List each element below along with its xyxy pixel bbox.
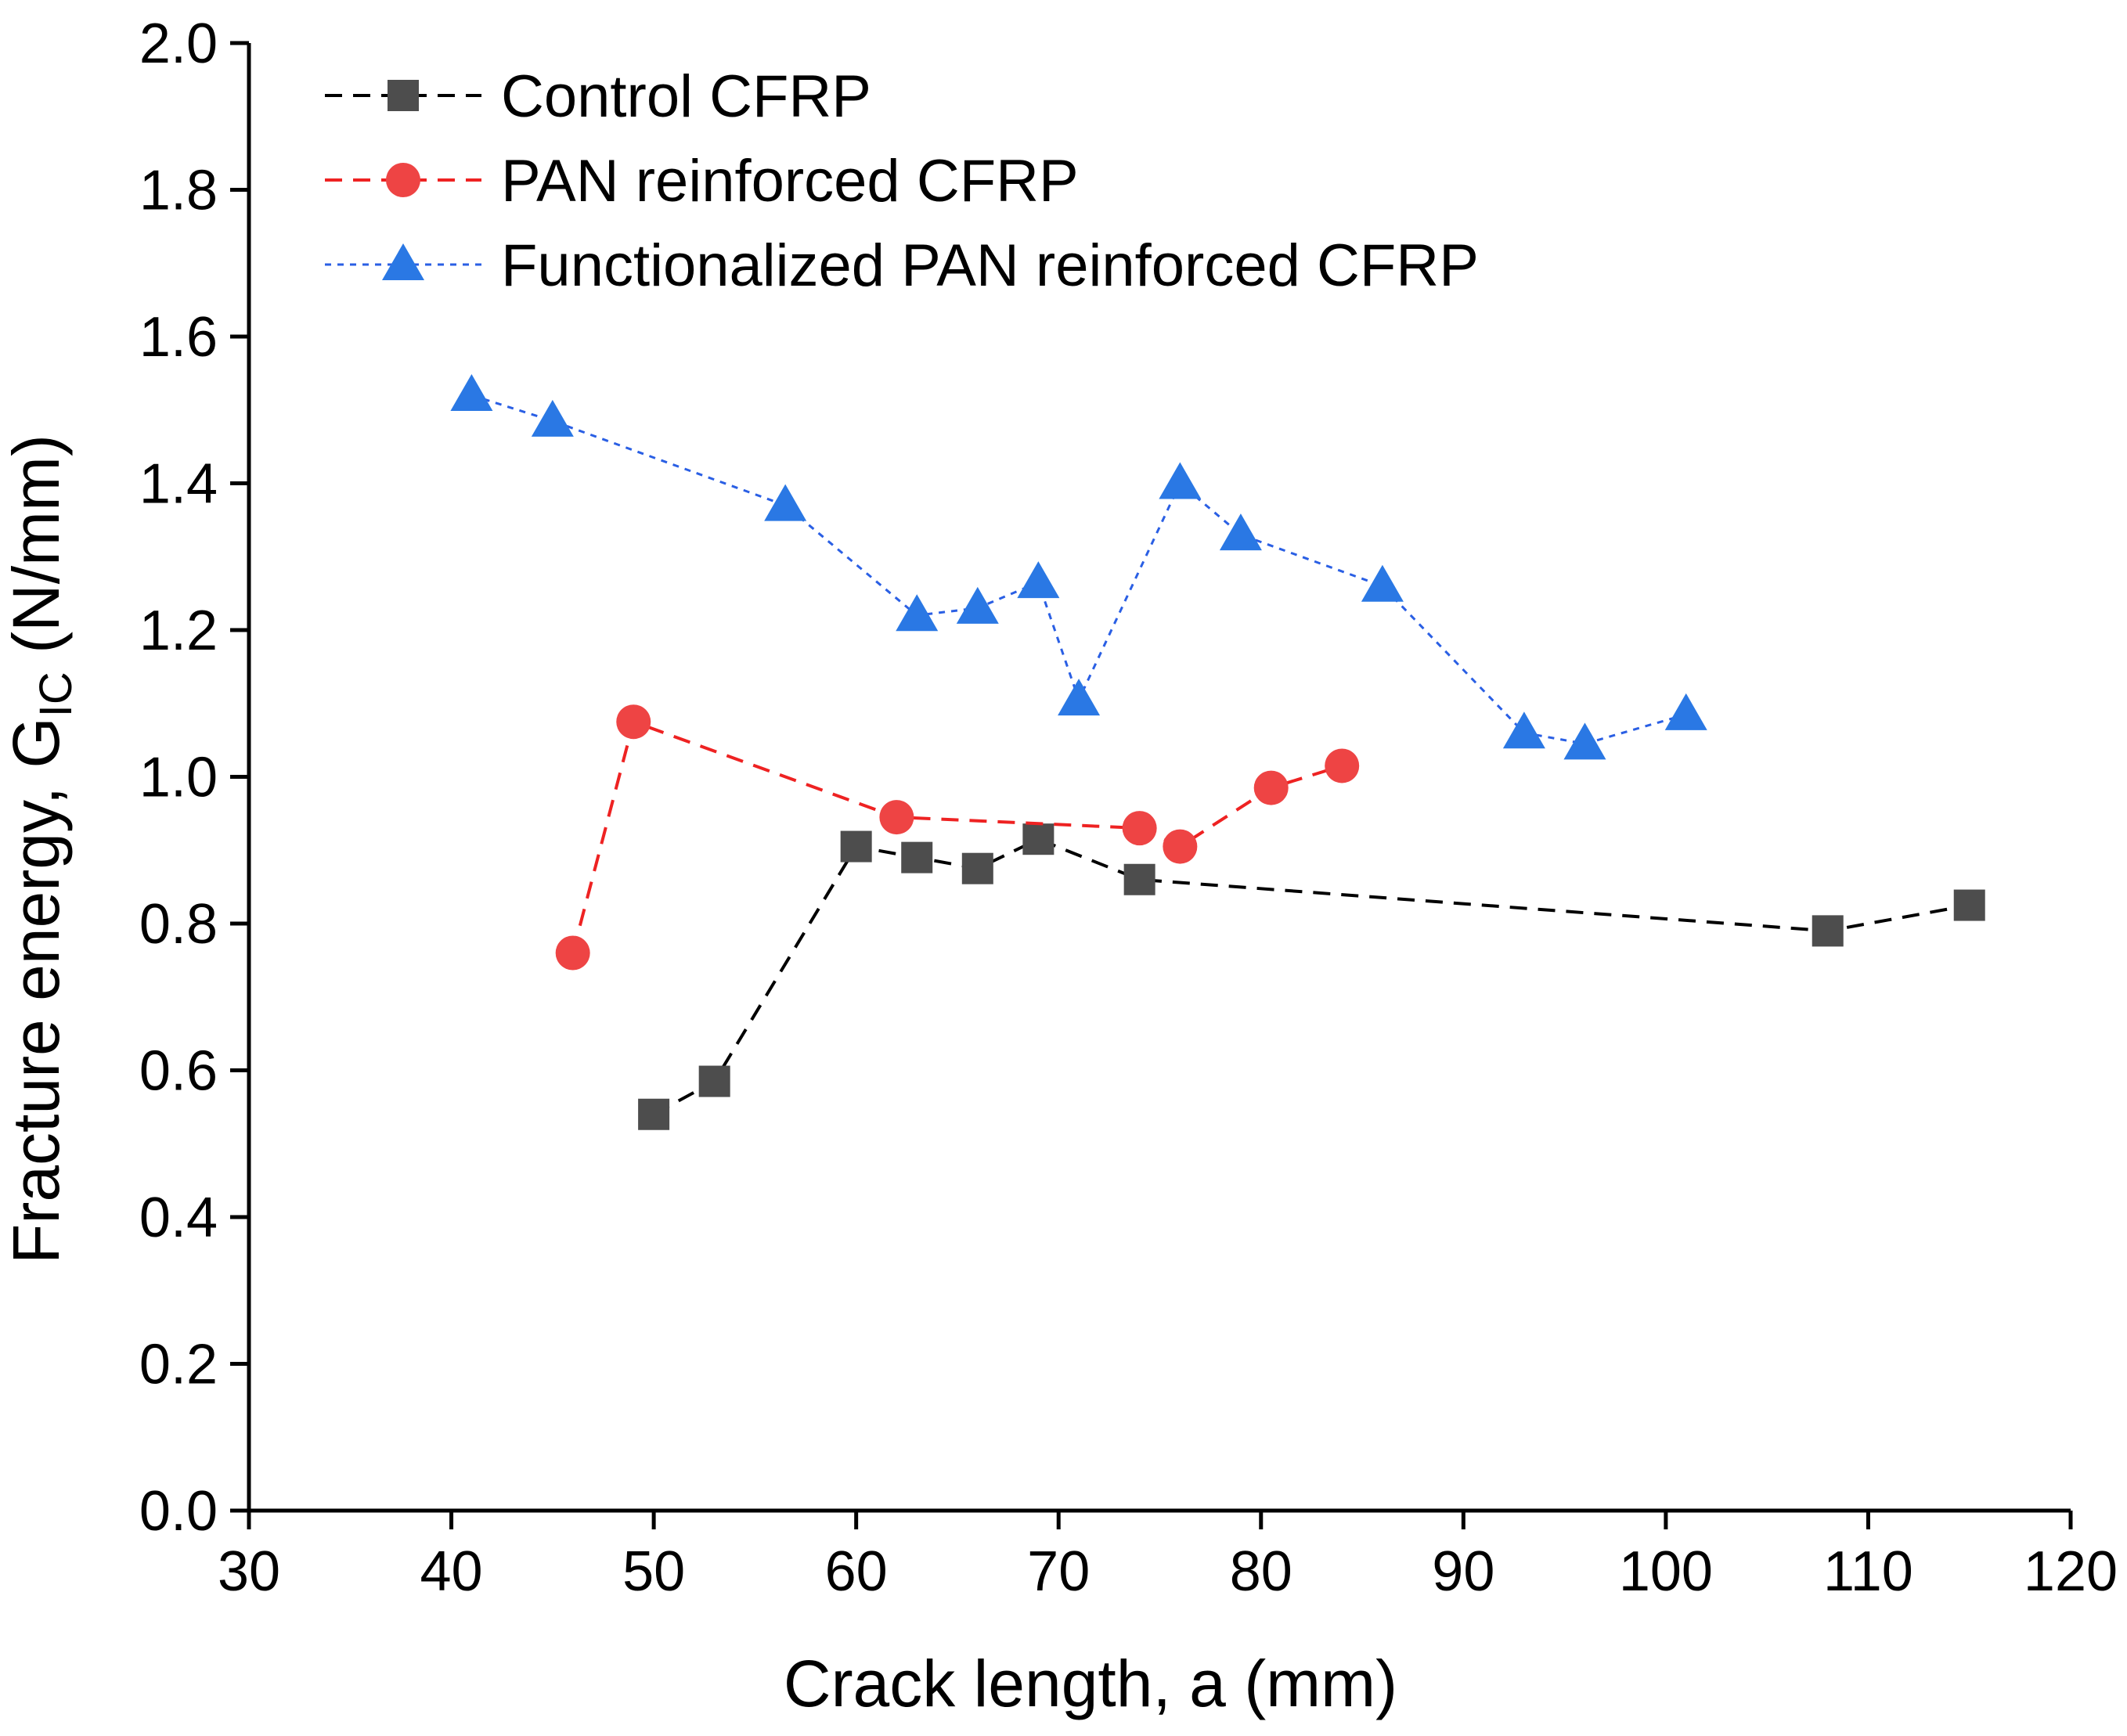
x-tick-label: 70 [1027, 1540, 1090, 1603]
x-tick-label: 50 [622, 1540, 685, 1603]
y-tick-label: 1.2 [139, 600, 218, 662]
square-marker [901, 841, 933, 873]
square-marker [840, 830, 872, 863]
y-tick-label: 0.0 [139, 1480, 218, 1543]
legend-circle-marker [386, 163, 420, 197]
x-tick-label: 40 [420, 1540, 483, 1603]
series-1 [638, 823, 1985, 1130]
x-tick-label: 80 [1230, 1540, 1292, 1603]
y-tick-label: 2.0 [139, 13, 218, 75]
triangle-marker [1159, 462, 1202, 499]
triangle-marker [1664, 693, 1707, 730]
circle-marker [1253, 770, 1289, 805]
series-layer [450, 374, 1985, 1130]
triangle-marker [956, 586, 999, 624]
square-marker [698, 1065, 730, 1097]
legend-triangle-marker [382, 243, 424, 280]
y-tick-label: 1.0 [139, 747, 218, 809]
axes: 30 40 50 60 70 80 90 100 110 120 0.0 0.2 0.4 0.6 0.8 1.… [139, 13, 2118, 1603]
triangle-marker [1502, 711, 1545, 749]
y-tick-label: 0.2 [139, 1334, 218, 1396]
circle-marker [1122, 811, 1157, 846]
series-3 [450, 374, 1707, 760]
square-marker [1953, 889, 1985, 921]
legend-square-marker [388, 80, 419, 111]
y-tick-label: 0.6 [139, 1040, 218, 1103]
square-marker [961, 852, 993, 884]
triangle-marker [764, 484, 807, 521]
y-axis-title-main: Fracture energy, G [0, 717, 73, 1264]
y-axis-title: Fracture energy, GIC (N/mm) [0, 434, 81, 1264]
square-marker [1022, 823, 1054, 855]
y-tick-label: 0.4 [139, 1187, 218, 1249]
x-axis-title: Crack length, a (mm) [784, 1647, 1397, 1720]
circle-marker [616, 704, 651, 740]
x-tick-label: 110 [1823, 1540, 1913, 1603]
x-tick-label: 100 [1619, 1540, 1713, 1603]
triangle-marker [1058, 679, 1101, 716]
y-tick-label: 1.8 [139, 160, 218, 222]
circle-marker [1325, 748, 1360, 783]
y-tick-label: 1.6 [139, 306, 218, 369]
legend-label: PAN reinforced CFRP [501, 148, 1079, 214]
triangle-marker [450, 374, 493, 411]
circle-marker [879, 800, 914, 835]
x-tick-label: 120 [2024, 1540, 2118, 1603]
y-axis-title-subscript: IC [31, 672, 81, 717]
series-line [653, 837, 1970, 1116]
legend-label: Control CFRP [501, 63, 871, 130]
x-tick-label: 30 [218, 1540, 280, 1603]
x-tick-label: 90 [1432, 1540, 1494, 1603]
legend-item-3: Functionalized PAN reinforced CFRP [325, 232, 1479, 299]
series-2 [555, 704, 1360, 971]
legend-item-2: PAN reinforced CFRP [325, 148, 1079, 214]
square-marker [1123, 863, 1155, 895]
triangle-marker [1017, 561, 1060, 599]
y-tick-label: 0.8 [139, 893, 218, 956]
circle-marker [555, 935, 590, 971]
triangle-marker [896, 594, 939, 632]
series-line [571, 719, 1343, 954]
y-tick-label: 1.4 [139, 453, 218, 516]
triangle-marker [1219, 513, 1262, 551]
y-axis-title-unit: (N/mm) [0, 434, 73, 672]
legend-label: Functionalized PAN reinforced CFRP [501, 232, 1479, 299]
triangle-marker [1563, 722, 1606, 760]
circle-marker [1163, 829, 1198, 864]
legend-item-1: Control CFRP [325, 63, 871, 130]
legend: Control CFRP PAN reinforced CFRP Functiona… [325, 63, 1479, 299]
square-marker [638, 1098, 670, 1130]
x-tick-label: 60 [825, 1540, 888, 1603]
triangle-marker [531, 399, 574, 437]
triangle-marker [1361, 564, 1404, 602]
square-marker [1812, 915, 1844, 947]
